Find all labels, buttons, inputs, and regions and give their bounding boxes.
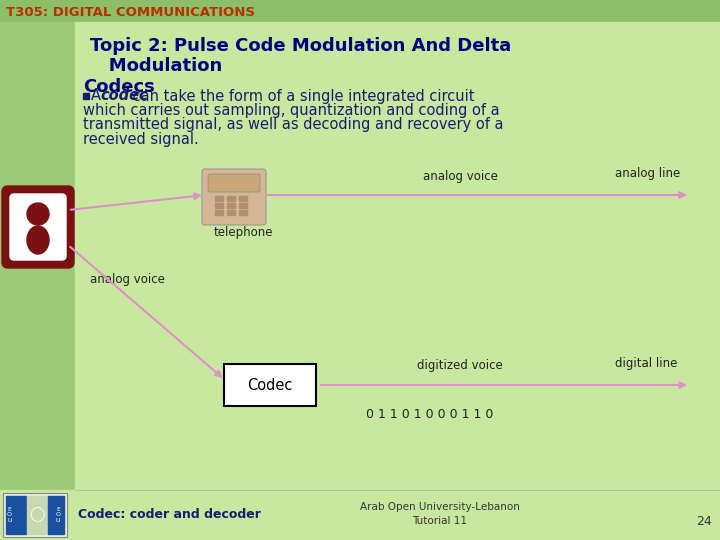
Text: analog line: analog line bbox=[615, 167, 680, 180]
Bar bbox=[215, 203, 223, 208]
Text: digital line: digital line bbox=[615, 357, 678, 370]
Text: codec: codec bbox=[100, 89, 148, 104]
FancyBboxPatch shape bbox=[224, 364, 316, 406]
Circle shape bbox=[27, 203, 49, 225]
Text: ◯: ◯ bbox=[30, 508, 45, 522]
Bar bbox=[0, 22, 75, 490]
Text: Codec: coder and decoder: Codec: coder and decoder bbox=[78, 508, 261, 521]
FancyBboxPatch shape bbox=[208, 174, 260, 192]
Text: 24: 24 bbox=[696, 515, 712, 528]
Bar bbox=[215, 196, 223, 201]
Text: analog voice: analog voice bbox=[423, 170, 498, 183]
Text: Modulation: Modulation bbox=[90, 57, 222, 75]
Bar bbox=[227, 203, 235, 208]
Bar bbox=[27, 496, 47, 534]
Bar bbox=[215, 210, 223, 215]
Text: Codecs: Codecs bbox=[83, 78, 155, 96]
Text: digitized voice: digitized voice bbox=[417, 359, 503, 372]
FancyBboxPatch shape bbox=[202, 169, 266, 225]
Bar bbox=[6, 496, 26, 534]
Text: telephone: telephone bbox=[214, 226, 274, 239]
Text: Arab Open University-Lebanon
Tutorial 11: Arab Open University-Lebanon Tutorial 11 bbox=[360, 502, 520, 525]
Bar bbox=[239, 210, 247, 215]
Text: E
O
U: E O U bbox=[56, 507, 61, 523]
Bar bbox=[48, 496, 64, 534]
Ellipse shape bbox=[27, 226, 49, 254]
Text: analog voice: analog voice bbox=[90, 273, 165, 287]
Text: Topic 2: Pulse Code Modulation And Delta: Topic 2: Pulse Code Modulation And Delta bbox=[90, 37, 511, 55]
Text: which carries out sampling, quantization and coding of a: which carries out sampling, quantization… bbox=[83, 103, 500, 118]
Text: T305: DIGITAL COMMUNICATIONS: T305: DIGITAL COMMUNICATIONS bbox=[6, 6, 255, 19]
FancyBboxPatch shape bbox=[3, 493, 67, 537]
Text: A: A bbox=[91, 89, 106, 104]
Text: Codec: Codec bbox=[247, 377, 293, 393]
Bar bbox=[0, 490, 720, 540]
Bar bbox=[227, 196, 235, 201]
Text: 0 1 1 0 1 0 0 0 1 1 0: 0 1 1 0 1 0 0 0 1 1 0 bbox=[366, 408, 494, 421]
Text: received signal.: received signal. bbox=[83, 132, 199, 147]
Bar bbox=[239, 203, 247, 208]
Bar bbox=[75, 22, 720, 490]
Text: transmitted signal, as well as decoding and recovery of a: transmitted signal, as well as decoding … bbox=[83, 118, 503, 132]
Text: E
O
U: E O U bbox=[7, 507, 12, 523]
Bar bbox=[0, 0, 720, 22]
Bar bbox=[227, 210, 235, 215]
Bar bbox=[83, 93, 89, 99]
Bar bbox=[239, 196, 247, 201]
FancyBboxPatch shape bbox=[2, 186, 74, 268]
Text: can take the form of a single integrated circuit: can take the form of a single integrated… bbox=[128, 89, 474, 104]
FancyBboxPatch shape bbox=[10, 194, 66, 260]
